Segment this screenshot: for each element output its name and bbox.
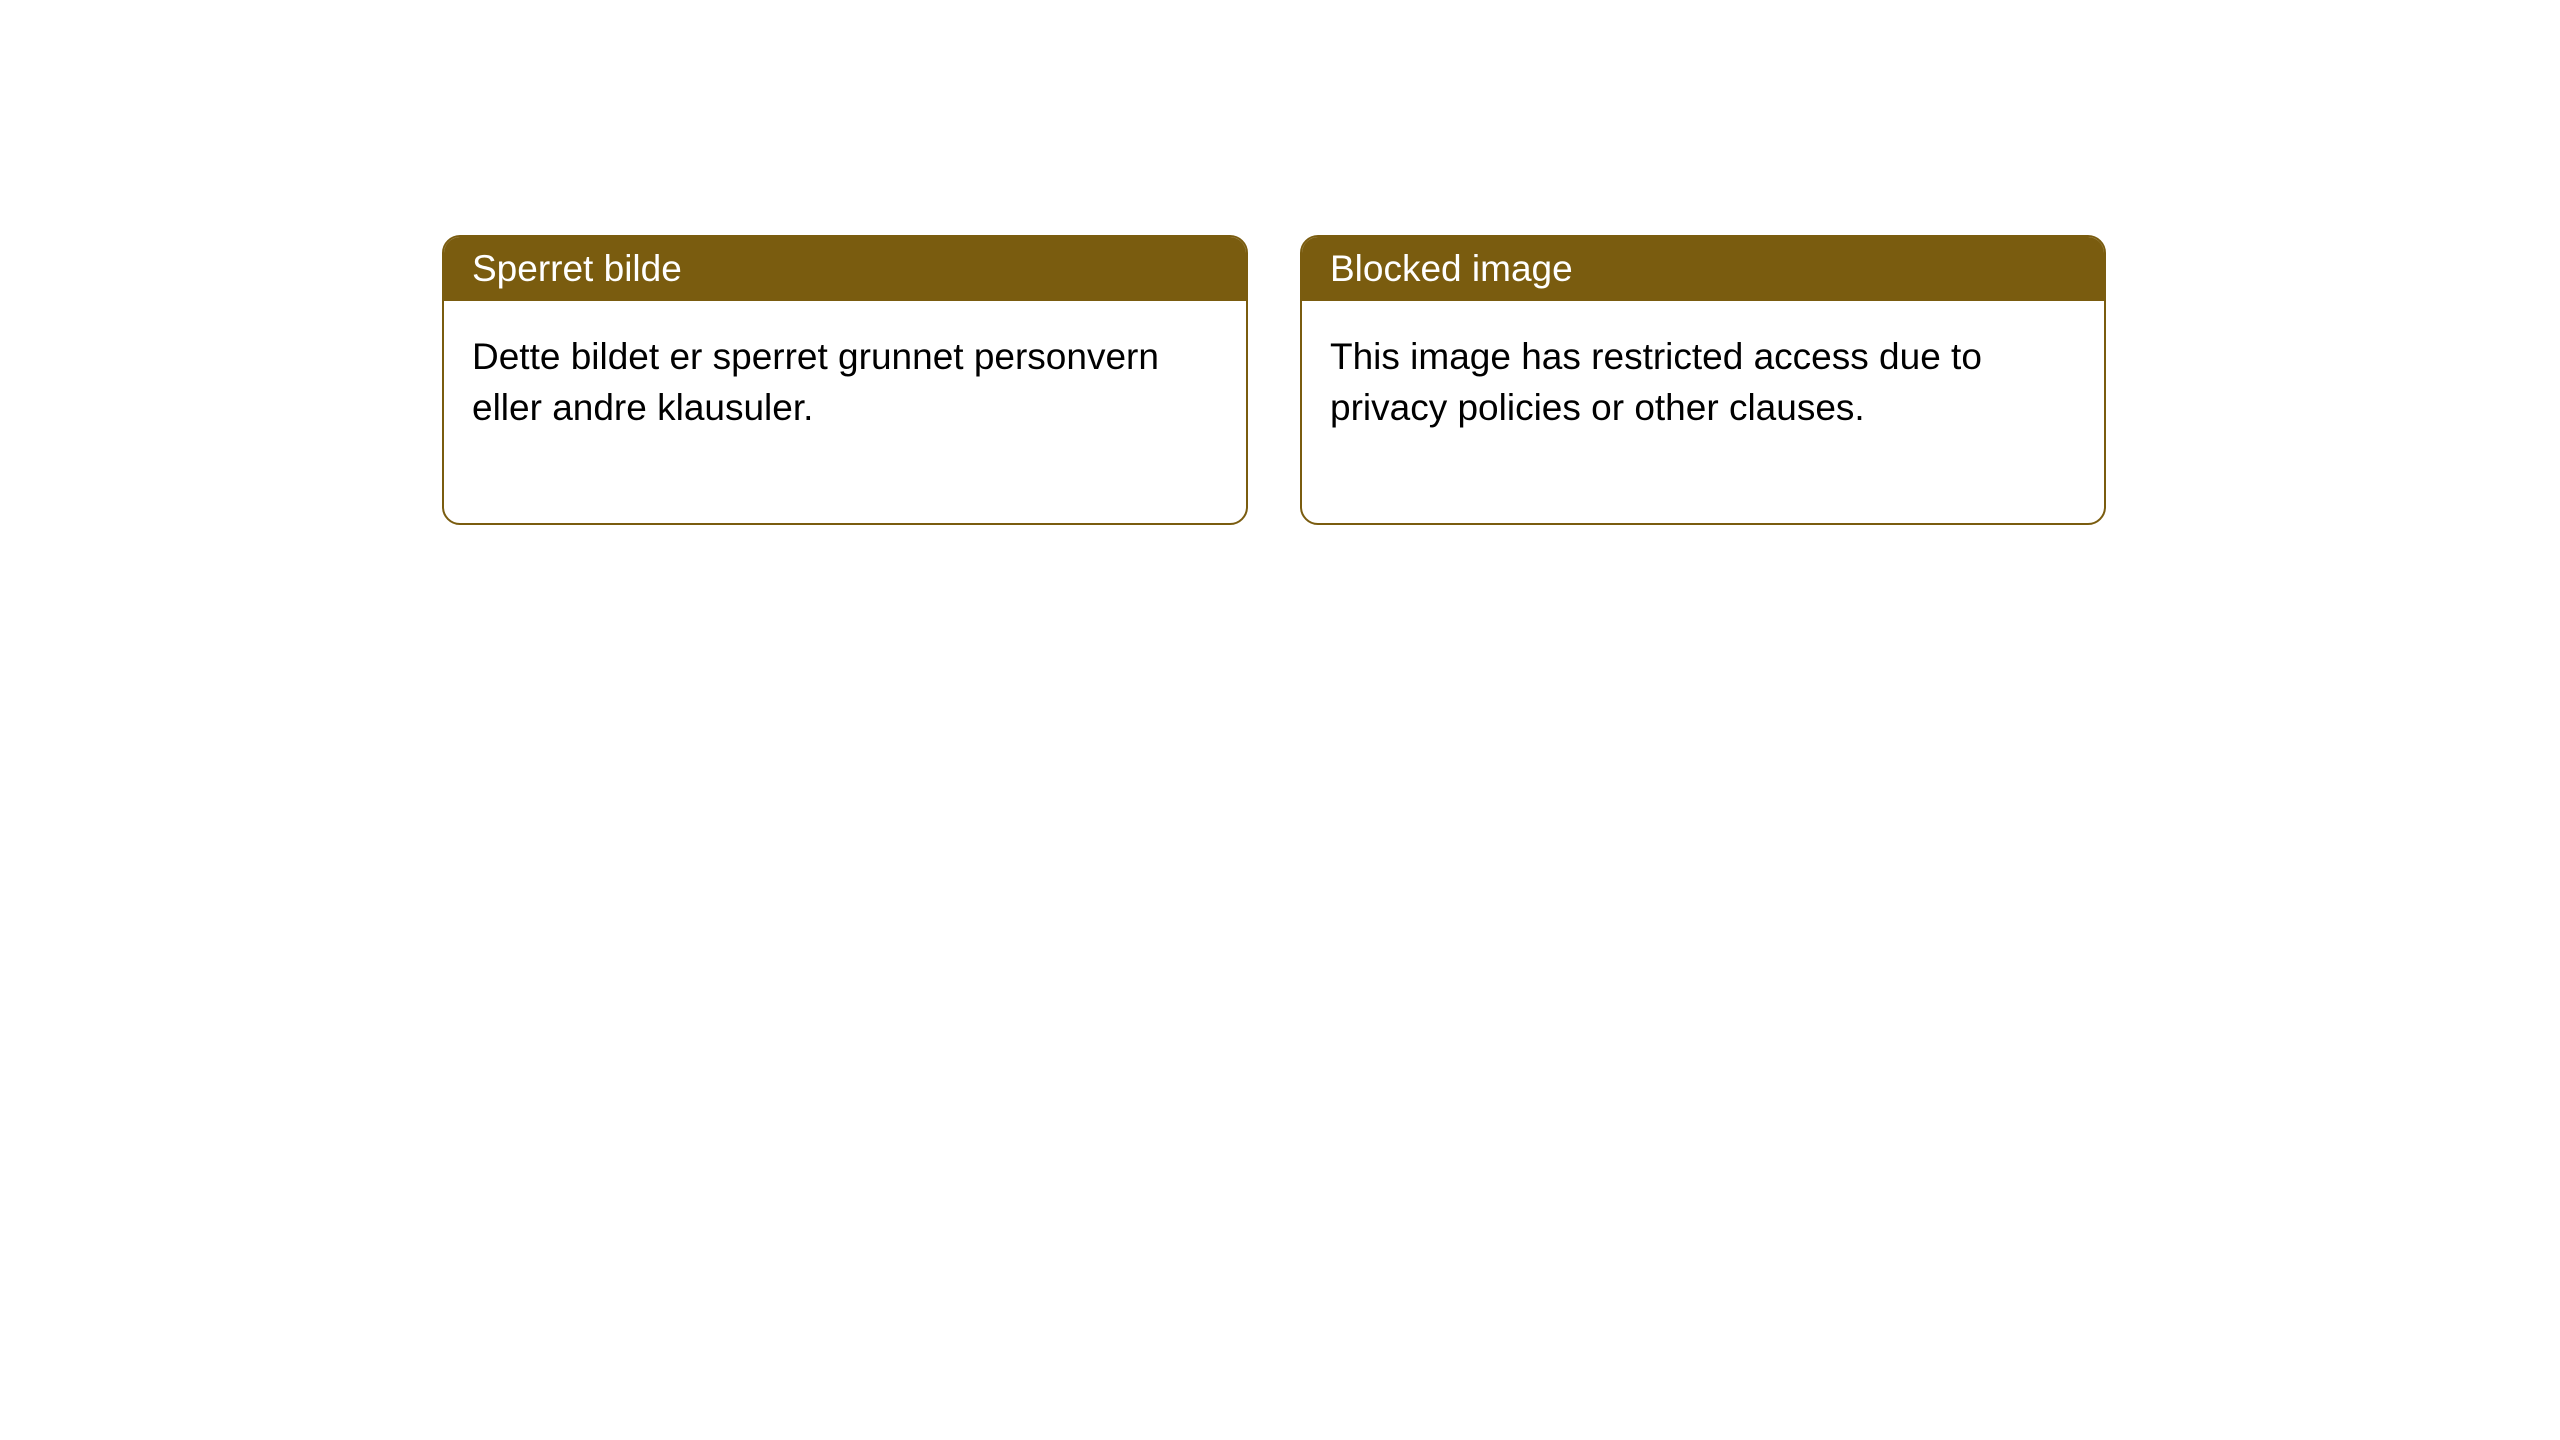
notice-card-norwegian: Sperret bilde Dette bildet er sperret gr… <box>442 235 1248 525</box>
notice-title: Blocked image <box>1330 248 1573 289</box>
notice-card-body: Dette bildet er sperret grunnet personve… <box>444 301 1246 523</box>
notice-container: Sperret bilde Dette bildet er sperret gr… <box>442 235 2106 525</box>
notice-card-english: Blocked image This image has restricted … <box>1300 235 2106 525</box>
notice-body-text: Dette bildet er sperret grunnet personve… <box>472 336 1159 428</box>
notice-card-header: Sperret bilde <box>444 237 1246 301</box>
notice-card-header: Blocked image <box>1302 237 2104 301</box>
notice-title: Sperret bilde <box>472 248 682 289</box>
notice-card-body: This image has restricted access due to … <box>1302 301 2104 523</box>
notice-body-text: This image has restricted access due to … <box>1330 336 1982 428</box>
